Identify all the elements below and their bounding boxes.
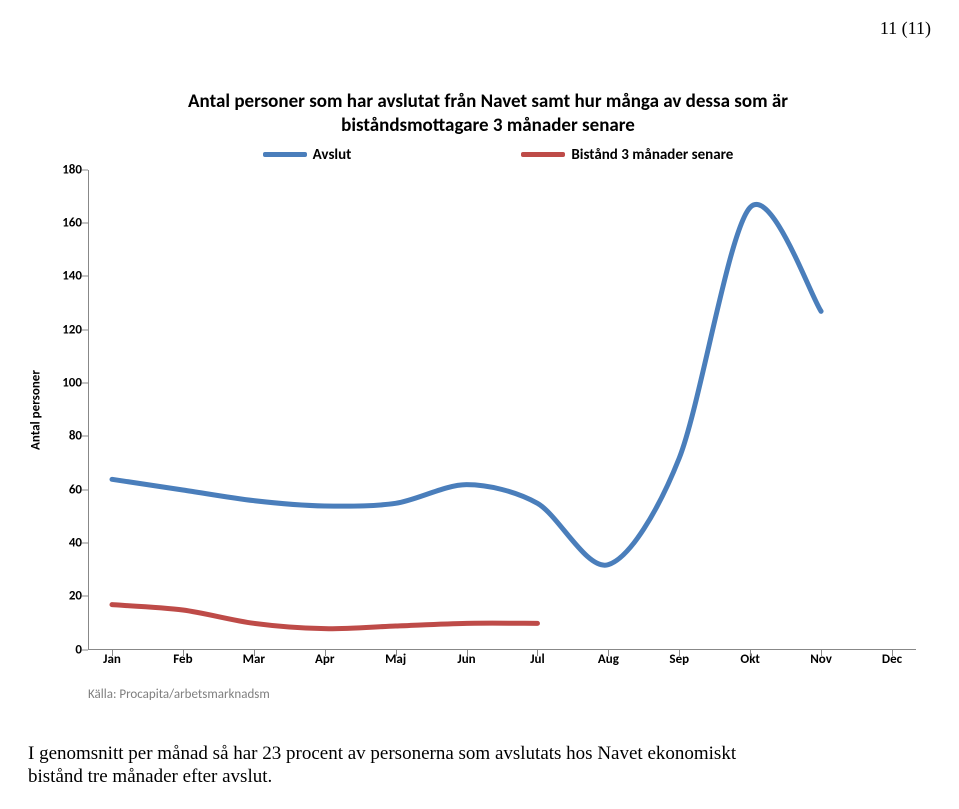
x-tick-mark xyxy=(467,650,468,656)
caption-line1: I genomsnitt per månad så har 23 procent… xyxy=(28,743,736,764)
page: 11 (11) Antal personer som har avslutat … xyxy=(0,0,959,809)
y-tick-mark xyxy=(82,596,88,597)
legend-label-avslut: Avslut xyxy=(313,146,352,164)
y-tick-mark xyxy=(82,276,88,277)
x-tick-mark xyxy=(396,650,397,656)
y-tick-label: 140 xyxy=(52,269,82,284)
chart-container: Antal personer som har avslutat från Nav… xyxy=(28,90,928,710)
plot-area: Antal personer JanFebMarAprMajJunJulAugS… xyxy=(88,170,916,650)
y-tick-label: 80 xyxy=(52,429,82,444)
y-tick-label: 100 xyxy=(52,375,82,390)
x-tick-mark xyxy=(537,650,538,656)
y-tick-label: 60 xyxy=(52,482,82,497)
plot: JanFebMarAprMajJunJulAugSepOktNovDec 020… xyxy=(88,170,916,650)
x-tick-mark xyxy=(821,650,822,656)
page-number: 11 (11) xyxy=(880,18,931,39)
x-tick-mark xyxy=(892,650,893,656)
y-tick-label: 20 xyxy=(52,589,82,604)
y-tick-label: 180 xyxy=(52,162,82,177)
x-tick-mark xyxy=(679,650,680,656)
legend-item-avslut: Avslut xyxy=(263,146,352,164)
series-line xyxy=(112,204,821,565)
y-tick-label: 0 xyxy=(52,642,82,657)
y-tick-mark xyxy=(82,222,88,223)
series-line xyxy=(112,604,537,628)
x-axis-labels: JanFebMarAprMajJunJulAugSepOktNovDec xyxy=(88,652,916,672)
chart-title-line1: Antal personer som har avslutat från Nav… xyxy=(188,90,788,113)
y-tick-mark xyxy=(82,329,88,330)
y-tick-label: 40 xyxy=(52,535,82,550)
y-tick-mark xyxy=(82,542,88,543)
caption-line2: bistånd tre månader efter avslut. xyxy=(28,766,272,787)
y-tick-label: 160 xyxy=(52,215,82,230)
chart-title-line2: biståndsmottagare 3 månader senare xyxy=(341,114,635,137)
y-tick-mark xyxy=(82,649,88,650)
caption: I genomsnitt per månad så har 23 procent… xyxy=(28,742,899,790)
chart-lines xyxy=(88,170,916,650)
legend: Avslut Bistånd 3 månader senare xyxy=(68,146,928,164)
legend-item-bistand: Bistånd 3 månader senare xyxy=(521,146,733,164)
legend-label-bistand: Bistånd 3 månader senare xyxy=(571,146,733,164)
x-tick-mark xyxy=(254,650,255,656)
x-tick-mark xyxy=(325,650,326,656)
y-tick-label: 120 xyxy=(52,322,82,337)
legend-swatch-avslut xyxy=(263,152,307,157)
y-tick-mark xyxy=(82,382,88,383)
x-tick-mark xyxy=(183,650,184,656)
x-tick-mark xyxy=(112,650,113,656)
y-tick-mark xyxy=(82,169,88,170)
x-tick-mark xyxy=(750,650,751,656)
source-text: Källa: Procapita/arbetsmarknadsm xyxy=(88,687,270,702)
legend-swatch-bistand xyxy=(521,152,565,157)
y-tick-mark xyxy=(82,436,88,437)
x-tick-mark xyxy=(608,650,609,656)
chart-title: Antal personer som har avslutat från Nav… xyxy=(88,90,888,138)
y-tick-mark xyxy=(82,489,88,490)
y-axis-label: Antal personer xyxy=(29,370,44,450)
